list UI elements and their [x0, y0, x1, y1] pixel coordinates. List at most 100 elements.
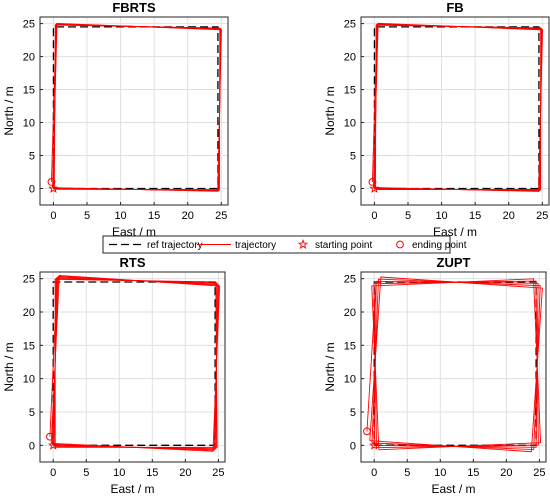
- x-tick-label: 20: [500, 467, 512, 479]
- y-tick-label: 0: [350, 184, 356, 196]
- chart-panel-rts: 0 5 10 15 20 25 0 5 10 15 20 25 RTS East / m North / m: [2, 255, 226, 496]
- y-tick-label: 5: [29, 151, 35, 163]
- ending-point-marker: [47, 178, 56, 186]
- legend-entry: starting point: [297, 239, 372, 251]
- legend-label: ending point: [412, 240, 467, 251]
- plot-area: [361, 272, 546, 462]
- axes-frame: [360, 271, 547, 463]
- trajectory-lap: [373, 280, 539, 448]
- x-tick-label: 25: [212, 467, 224, 479]
- x-tick-label: 20: [179, 467, 191, 479]
- y-tick-label: 0: [29, 440, 35, 452]
- x-tick-label: 5: [404, 467, 410, 479]
- plot-area: [40, 272, 225, 462]
- starting-point-marker: [369, 183, 380, 193]
- y-tick-label: 25: [344, 274, 356, 286]
- x-tick-label: 5: [405, 210, 411, 222]
- x-tick-label: 25: [536, 210, 548, 222]
- trajectory-lap: [371, 278, 542, 451]
- legend-label: starting point: [315, 240, 372, 251]
- y-tick-label: 25: [344, 19, 356, 31]
- plot-content: [366, 276, 543, 453]
- legend-entry: trajectory: [197, 240, 276, 251]
- y-tick-label: 10: [344, 374, 356, 386]
- axes-frame: [39, 271, 226, 463]
- legend-label: ref trajectory: [147, 240, 203, 251]
- plot-area: [40, 17, 228, 205]
- starting-point-marker: [47, 439, 59, 450]
- trajectory-lap: [53, 24, 221, 191]
- ending-point-marker: [363, 427, 371, 436]
- legend-entry: ref trajectory: [109, 240, 203, 251]
- x-tick-label: 15: [148, 210, 160, 222]
- ending-point-marker: [46, 432, 54, 441]
- x-tick-label: 25: [533, 467, 545, 479]
- legend: ref trajectory trajectory starting point en…: [102, 235, 467, 254]
- y-tick-label: 10: [23, 374, 35, 386]
- chart-title: FBRTS: [112, 0, 156, 15]
- y-tick-label: 20: [344, 307, 356, 319]
- x-tick-label: 0: [371, 210, 377, 222]
- x-tick-label: 10: [113, 467, 125, 479]
- x-tick-label: 20: [503, 210, 515, 222]
- y-tick-label: 5: [29, 407, 35, 419]
- y-tick-label: 10: [23, 118, 35, 130]
- y-tick-label: 15: [344, 85, 356, 97]
- plot-content: [49, 274, 221, 452]
- x-tick-label: 25: [215, 210, 227, 222]
- trajectory-final-segment: [49, 277, 58, 437]
- y-tick-label: 5: [350, 151, 356, 163]
- y-tick-label: 0: [350, 440, 356, 452]
- axes-frame: [360, 16, 550, 206]
- x-tick-label: 15: [146, 467, 158, 479]
- chart-title: RTS: [120, 255, 146, 270]
- y-tick-label: 20: [23, 307, 35, 319]
- chart-title: FB: [446, 0, 463, 15]
- chart-title: ZUPT: [437, 255, 471, 270]
- y-tick-label: 15: [23, 340, 35, 352]
- y-tick-label: 25: [23, 274, 35, 286]
- ref-trajectory-line: [373, 26, 540, 190]
- y-tick-label: 20: [23, 52, 35, 64]
- axes-frame: [39, 16, 229, 206]
- legend-box: [102, 235, 451, 254]
- y-tick-label: 20: [344, 52, 356, 64]
- y-axis-label: North / m: [323, 342, 337, 391]
- x-tick-label: 20: [182, 210, 194, 222]
- trajectory-final-segment: [50, 24, 57, 182]
- y-tick-label: 10: [344, 118, 356, 130]
- trajectory-lap: [369, 276, 543, 453]
- legend-circle-icon: [396, 240, 404, 249]
- x-tick-label: 10: [435, 210, 447, 222]
- y-tick-label: 0: [29, 184, 35, 196]
- plot-area: [361, 17, 549, 205]
- y-tick-label: 5: [350, 407, 356, 419]
- legend-label: trajectory: [235, 240, 276, 251]
- x-tick-label: 5: [83, 467, 89, 479]
- plot-content: [371, 22, 544, 192]
- starting-point-marker: [48, 183, 59, 193]
- x-tick-label: 15: [469, 210, 481, 222]
- x-tick-label: 15: [467, 467, 479, 479]
- y-tick-label: 15: [344, 340, 356, 352]
- x-tick-label: 0: [50, 467, 56, 479]
- x-tick-label: 10: [434, 467, 446, 479]
- x-tick-label: 10: [114, 210, 126, 222]
- ref-trajectory-line: [52, 26, 219, 190]
- legend-star-icon: [297, 239, 309, 249]
- trajectory-lap: [54, 278, 218, 448]
- y-axis-label: North / m: [2, 86, 16, 135]
- y-axis-label: North / m: [2, 342, 16, 391]
- legend-entry: ending point: [396, 240, 467, 251]
- x-tick-label: 5: [84, 210, 90, 222]
- chart-panel-zupt: 0 5 10 15 20 25 0 5 10 15 20 25 ZUPT East / m North / …: [323, 255, 547, 496]
- y-tick-label: 15: [23, 85, 35, 97]
- x-axis-label: East / m: [431, 482, 475, 496]
- y-axis-label: North / m: [323, 86, 337, 135]
- ending-point-marker: [368, 178, 377, 186]
- plot-content: [50, 22, 222, 192]
- trajectory-final-segment: [371, 24, 378, 182]
- starting-point-marker: [368, 439, 380, 450]
